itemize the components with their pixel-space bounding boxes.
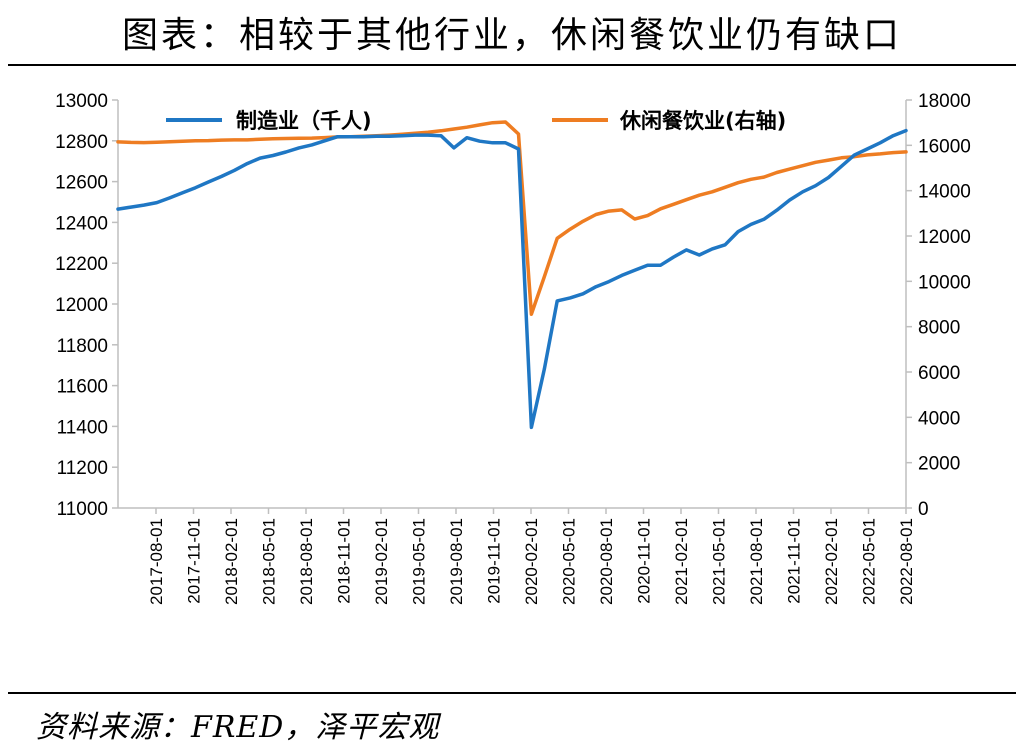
right-y-tick-label: 18000 xyxy=(918,91,971,112)
x-tick-label: 2017-08-01 xyxy=(147,518,166,605)
x-tick-label: 2020-08-01 xyxy=(597,518,616,605)
x-tick-label: 2022-02-01 xyxy=(822,518,841,605)
right-y-tick-label: 2000 xyxy=(918,454,960,475)
x-tick-label: 2020-11-01 xyxy=(635,518,654,604)
source-note: 资料来源：FRED，泽平宏观 xyxy=(36,710,440,745)
left-y-tick-label: 12400 xyxy=(55,213,108,234)
x-tick-label: 2018-02-01 xyxy=(222,518,241,605)
left-y-tick-label: 11400 xyxy=(57,417,108,438)
footer-divider xyxy=(8,692,1016,694)
right-y-tick-label: 16000 xyxy=(918,136,971,157)
x-tick-label: 2020-02-01 xyxy=(522,518,541,605)
right-y-tick-label: 4000 xyxy=(918,408,960,429)
x-tick-label: 2021-08-01 xyxy=(747,518,766,605)
series-lines xyxy=(116,120,908,430)
left-y-tick-labels: 11000 11200 11400 11600 11800 12000 12200 12400… xyxy=(55,91,108,520)
right-y-tick-label: 10000 xyxy=(918,272,971,293)
title-divider xyxy=(8,64,1016,66)
x-tick-label: 2019-05-01 xyxy=(410,518,429,605)
right-y-tick-label: 12000 xyxy=(918,227,971,248)
left-y-tick-label: 12800 xyxy=(55,132,108,153)
left-y-tick-label: 11800 xyxy=(57,336,108,357)
x-tick-labels: 2017-08-01 2017-11-01 2018-02-01 2018-05-01… xyxy=(147,518,916,605)
x-tick-label: 2022-08-01 xyxy=(897,518,916,605)
x-tick-label: 2021-11-01 xyxy=(785,518,804,604)
legend-label-leisure: 休闲餐饮业(右轴) xyxy=(619,109,786,133)
x-tick-label: 2018-11-01 xyxy=(335,518,354,604)
legend-label-manufacturing: 制造业（千人) xyxy=(236,109,372,133)
x-tick-label: 2021-05-01 xyxy=(710,518,729,605)
x-tick-label: 2021-02-01 xyxy=(672,518,691,605)
x-tick-label: 2022-05-01 xyxy=(860,518,879,605)
right-y-tick-label: 0 xyxy=(918,499,929,520)
right-y-tick-labels: 0 2000 4000 6000 8000 10000 12000 14000 16000 180… xyxy=(918,91,971,520)
left-y-tick-label: 11600 xyxy=(57,377,108,398)
x-tick-label: 2019-02-01 xyxy=(372,518,391,605)
left-y-tick-label: 11000 xyxy=(57,499,108,520)
left-y-tick-label: 12000 xyxy=(55,295,108,316)
right-y-tick-label: 14000 xyxy=(918,182,971,203)
left-y-tick-label: 12600 xyxy=(55,173,108,194)
series-line-manufacturing xyxy=(116,128,908,430)
right-y-tick-label: 8000 xyxy=(918,318,960,339)
x-tick-label: 2018-05-01 xyxy=(260,518,279,605)
chart-axes xyxy=(112,99,912,514)
x-tick-label: 2018-08-01 xyxy=(297,518,316,605)
left-y-tick-label: 12200 xyxy=(55,254,108,275)
left-y-tick-label: 11200 xyxy=(57,458,108,479)
series-line-leisure xyxy=(116,120,908,316)
legend: 制造业（千人) 休闲餐饮业(右轴) xyxy=(166,109,786,133)
x-tick-label: 2020-05-01 xyxy=(560,518,579,605)
x-tick-label: 2019-11-01 xyxy=(485,518,504,604)
right-y-tick-label: 6000 xyxy=(918,363,960,384)
page-title: 图表：相较于其他行业，休闲餐饮业仍有缺口 xyxy=(121,15,902,56)
x-tick-label: 2019-08-01 xyxy=(447,518,466,605)
left-y-tick-label: 13000 xyxy=(55,91,108,112)
chart: 11000 11200 11400 11600 11800 12000 12200 12400… xyxy=(55,91,971,605)
x-tick-label: 2017-11-01 xyxy=(185,518,204,604)
